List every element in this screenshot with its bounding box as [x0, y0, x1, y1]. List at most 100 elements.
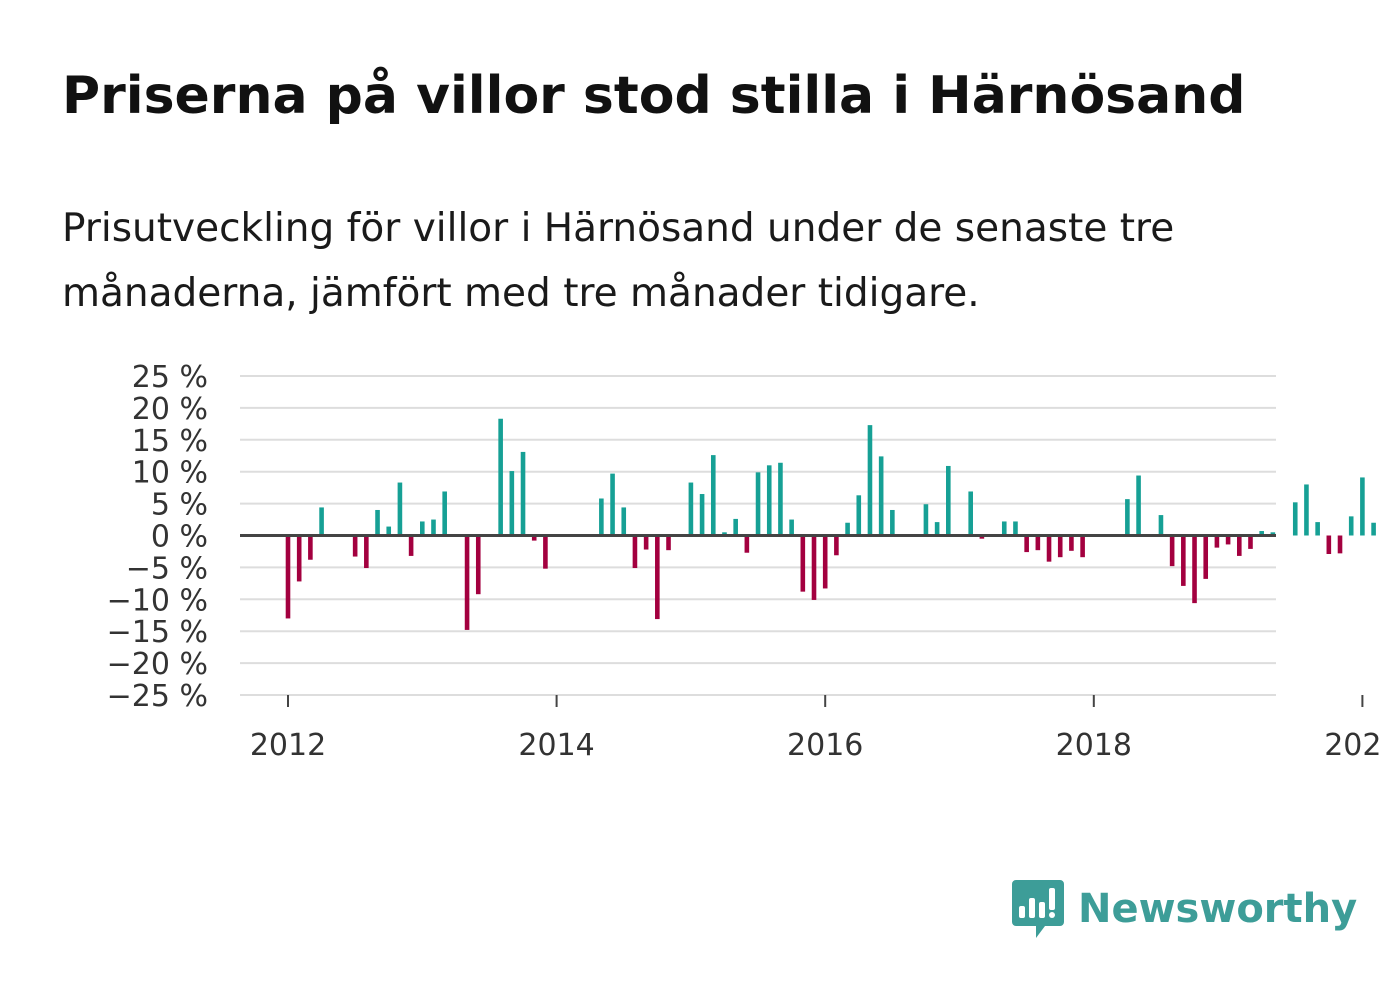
bar — [498, 418, 503, 536]
bar — [1270, 532, 1276, 536]
bar — [923, 504, 929, 536]
bar — [408, 535, 414, 556]
bar — [643, 535, 649, 550]
chart-title: Priserna på villor stod stilla i Härnösa… — [62, 66, 1246, 126]
y-tick-label: 10 % — [132, 456, 208, 491]
chart-subtitle: Prisutveckling för villor i Härnösand un… — [62, 206, 1175, 316]
bar — [1125, 499, 1130, 536]
bar — [1360, 477, 1365, 536]
bar — [1024, 535, 1029, 553]
bar — [800, 535, 806, 592]
bar — [464, 535, 470, 630]
bar — [722, 532, 727, 536]
bar — [1192, 535, 1197, 604]
bar — [599, 498, 604, 536]
x-tick-label: 2016 — [787, 728, 863, 763]
bar — [845, 522, 850, 536]
bar — [621, 507, 627, 536]
bar — [744, 535, 750, 553]
bar — [509, 471, 515, 536]
y-tick-label: 5 % — [151, 488, 208, 523]
y-tick-label: 0 % — [151, 520, 208, 555]
bar — [890, 509, 895, 536]
bar — [1069, 535, 1074, 551]
bar — [1326, 535, 1332, 555]
newsworthy-logo-icon — [1012, 880, 1064, 938]
bar — [789, 519, 794, 536]
brand-name: Newsworthy — [1078, 886, 1358, 932]
bar — [397, 482, 403, 536]
bar — [710, 455, 716, 536]
bar — [934, 522, 940, 536]
bar — [1371, 522, 1376, 536]
bar — [822, 535, 828, 589]
bar — [1181, 535, 1186, 586]
bar — [968, 491, 973, 536]
bar — [475, 535, 481, 595]
bar — [1035, 535, 1041, 551]
y-tick-label: −5 % — [126, 551, 208, 586]
x-tick-label: 2012 — [250, 728, 326, 763]
bar — [1136, 475, 1141, 536]
bar — [632, 535, 638, 569]
bar — [319, 507, 324, 536]
bar — [420, 521, 425, 536]
bar — [431, 519, 436, 536]
bar — [946, 465, 951, 536]
bar — [811, 535, 817, 600]
bar — [878, 456, 884, 536]
y-tick-label: −10 % — [107, 583, 208, 618]
bar — [1315, 522, 1320, 536]
bar — [755, 472, 761, 536]
bar — [442, 491, 447, 536]
bar — [520, 451, 526, 536]
newsworthy-logo: Newsworthy — [1012, 880, 1357, 938]
bar — [285, 535, 291, 619]
bar — [1304, 484, 1309, 536]
bar — [308, 535, 313, 560]
bar — [834, 535, 839, 556]
bar — [856, 495, 862, 536]
bar — [766, 465, 772, 536]
bar — [979, 535, 985, 539]
bar — [1337, 535, 1343, 554]
bar — [688, 482, 694, 536]
bar — [1225, 535, 1231, 545]
bar — [1248, 535, 1253, 549]
bar — [867, 425, 873, 536]
bar — [543, 535, 548, 569]
bar — [733, 518, 738, 536]
y-tick-label: 15 % — [132, 424, 208, 459]
x-tick-label: 2014 — [518, 728, 594, 763]
bar — [1292, 502, 1298, 536]
bar — [1057, 535, 1063, 558]
bar — [1080, 535, 1085, 558]
bar — [1001, 521, 1007, 536]
bar — [531, 535, 537, 541]
bar — [1158, 515, 1164, 536]
bar — [1203, 535, 1209, 579]
y-tick-label: −25 % — [107, 679, 208, 714]
bar — [296, 535, 302, 582]
bar — [352, 535, 358, 557]
bar — [655, 535, 660, 620]
y-tick-label: −15 % — [107, 615, 208, 650]
bar — [1348, 516, 1354, 536]
bar — [364, 535, 369, 569]
bar — [666, 535, 671, 551]
y-tick-label: 20 % — [132, 392, 208, 427]
bar — [1214, 535, 1220, 548]
bar — [1046, 535, 1052, 562]
x-tick-label: 2020 — [1324, 728, 1382, 763]
y-tick-label: −20 % — [107, 647, 208, 682]
bar — [778, 462, 783, 536]
bar — [1169, 535, 1175, 567]
x-tick-label: 2018 — [1056, 728, 1132, 763]
bar — [1236, 535, 1242, 556]
bar — [699, 494, 705, 536]
y-tick-label: 25 % — [132, 360, 208, 395]
bar — [610, 473, 615, 536]
bar — [386, 526, 392, 536]
bar — [1013, 521, 1018, 536]
